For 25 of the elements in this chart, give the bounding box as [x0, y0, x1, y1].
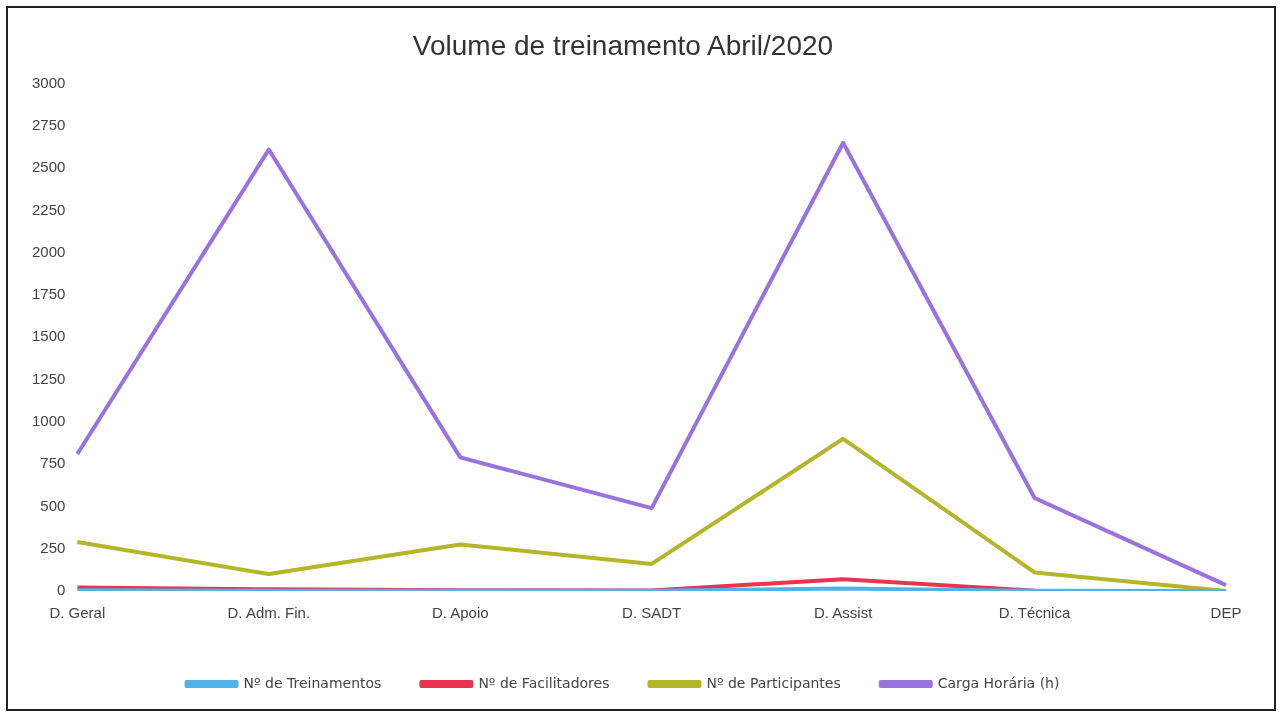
legend-label: Nº de Treinamentos	[243, 674, 382, 691]
y-tick-label: 750	[40, 454, 66, 472]
y-tick-label: 250	[40, 538, 66, 556]
y-tick-label: 2750	[31, 116, 66, 134]
x-tick-label: D. Geral	[49, 604, 106, 622]
y-tick-label: 2250	[31, 200, 66, 218]
y-tick-label: 3000	[31, 73, 66, 91]
y-tick-label: 1250	[31, 369, 66, 387]
y-tick-label: 500	[40, 496, 66, 514]
y-tick-label: 1750	[31, 285, 66, 303]
chart-title: Volume de treinamento Abril/2020	[412, 29, 834, 61]
legend-label: Nº de Facilitadores	[478, 674, 610, 691]
y-tick-label: 2000	[31, 242, 66, 260]
y-tick-label: 2500	[31, 158, 66, 176]
y-tick-label: 1000	[31, 412, 66, 430]
x-tick-label: DEP	[1210, 604, 1242, 622]
y-tick-label: 1500	[31, 327, 66, 345]
x-tick-label: D. Assist	[813, 604, 874, 622]
x-tick-label: D. Técnica	[998, 604, 1071, 622]
x-tick-label: D. SADT	[622, 604, 682, 622]
legend-label: Nº de Participantes	[706, 674, 841, 691]
x-tick-label: D. Adm. Fin.	[227, 604, 311, 622]
legend-label: Carga Horária (h)	[937, 674, 1060, 691]
y-tick-label: 0	[57, 581, 66, 599]
x-tick-label: D. Apoio	[431, 604, 489, 622]
